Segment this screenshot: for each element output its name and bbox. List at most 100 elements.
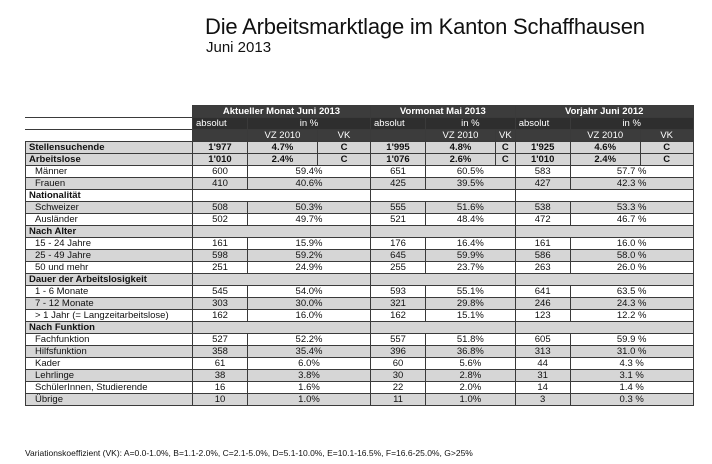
cell-value: 527	[192, 333, 248, 346]
period-previous-year: Vorjahr Juni 2012	[514, 105, 694, 118]
row-auslaender: Ausländer 502 49.7% 521 48.4% 472 46.7 %	[25, 213, 694, 226]
cell-value: C	[639, 141, 694, 154]
footnote-vk: Variationskoeffizient (VK): A=0.0-1.0%, …	[25, 448, 473, 458]
cell-value: 358	[192, 345, 248, 358]
cell-value: C	[495, 141, 516, 154]
cell-value: 2.6%	[425, 153, 496, 166]
cell-value: 30	[370, 369, 426, 382]
cell-value: C	[317, 153, 371, 166]
cell-value: 410	[192, 177, 248, 190]
cell-value: 22	[370, 381, 426, 394]
cell-value: 16.0 %	[569, 237, 694, 250]
row-label: Frauen	[25, 177, 193, 190]
cell-value: 46.7 %	[569, 213, 694, 226]
cell-value: 3.1 %	[569, 369, 694, 382]
cell-value: 1.0%	[247, 393, 371, 406]
unit-vk: VK	[317, 129, 371, 142]
unit-absolut: absolut	[192, 117, 248, 130]
cell-value: 60.5%	[425, 165, 516, 178]
cell-value: 51.8%	[425, 333, 516, 346]
cell-value: 425	[370, 177, 426, 190]
cell-value: 24.9%	[247, 261, 371, 274]
cell-value: 0.3 %	[569, 393, 694, 406]
cell-value: 508	[192, 201, 248, 214]
cell-value: 502	[192, 213, 248, 226]
header-blank	[25, 105, 193, 118]
cell-value: 59.9 %	[569, 333, 694, 346]
row-lehrlinge: Lehrlinge 38 3.8% 30 2.8% 31 3.1 %	[25, 369, 694, 382]
cell-value: 24.3 %	[569, 297, 694, 310]
row-frauen: Frauen 410 40.6% 425 39.5% 427 42.3 %	[25, 177, 694, 190]
row-label: 25 - 49 Jahre	[25, 249, 193, 262]
cell-value: 2.0%	[425, 381, 516, 394]
cell-value: 50.3%	[247, 201, 371, 214]
unit-pct: in %	[569, 117, 694, 130]
unit-pct: in %	[247, 117, 371, 130]
cell-value: 3.8%	[247, 369, 371, 382]
cell-value: 6.0%	[247, 357, 371, 370]
section-label: Nationalität	[25, 189, 193, 202]
row-label: SchülerInnen, Studierende	[25, 381, 193, 394]
cell-value: 10	[192, 393, 248, 406]
unit-pct: in %	[425, 117, 516, 130]
cell-value: 16.0%	[247, 309, 371, 322]
cell-value: 246	[514, 297, 571, 310]
row-dauer-1-6: 1 - 6 Monate 545 54.0% 593 55.1% 641 63.…	[25, 285, 694, 298]
row-label: Hilfsfunktion	[25, 345, 193, 358]
section-label: Dauer der Arbeitslosigkeit	[25, 273, 193, 286]
unit-vz: VZ 2010	[425, 129, 496, 142]
row-arbeitslose: Arbeitslose 1'010 2.4% C 1'076 2.6% C 1'…	[25, 153, 694, 166]
cell-value: 586	[514, 249, 571, 262]
row-maenner: Männer 600 59.4% 651 60.5% 583 57.7 %	[25, 165, 694, 178]
row-label: Fachfunktion	[25, 333, 193, 346]
cell-value: 60	[370, 357, 426, 370]
cell-value: 645	[370, 249, 426, 262]
row-hilfsfunktion: Hilfsfunktion 358 35.4% 396 36.8% 313 31…	[25, 345, 694, 358]
cell-value: 36.8%	[425, 345, 516, 358]
cell-value: 1.0%	[425, 393, 516, 406]
cell-value: C	[317, 141, 371, 154]
cell-value: 30.0%	[247, 297, 371, 310]
cell-value: 26.0 %	[569, 261, 694, 274]
row-label: Männer	[25, 165, 193, 178]
cell-value: 23.7%	[425, 261, 516, 274]
row-label: Übrige	[25, 393, 193, 406]
row-label: Arbeitslose	[25, 153, 193, 166]
row-dauer-langzeit: > 1 Jahr (= Langzeitarbeitslose) 162 16.…	[25, 309, 694, 322]
cell-value: 49.7%	[247, 213, 371, 226]
row-fachfunktion: Fachfunktion 527 52.2% 557 51.8% 605 59.…	[25, 333, 694, 346]
row-label: 50 und mehr	[25, 261, 193, 274]
row-alter-15-24: 15 - 24 Jahre 161 15.9% 176 16.4% 161 16…	[25, 237, 694, 250]
row-schueler: SchülerInnen, Studierende 16 1.6% 22 2.0…	[25, 381, 694, 394]
header-row-units: absolut in % absolut in % absolut in %	[25, 117, 694, 130]
header-empty	[192, 129, 248, 142]
cell-value: 1'977	[192, 141, 248, 154]
cell-value: 42.3 %	[569, 177, 694, 190]
section-label: Nach Alter	[25, 225, 193, 238]
row-dauer-7-12: 7 - 12 Monate 303 30.0% 321 29.8% 246 24…	[25, 297, 694, 310]
unit-vk: VK	[495, 129, 516, 142]
header-row-periods: Aktueller Monat Juni 2013 Vormonat Mai 2…	[25, 105, 694, 118]
row-stellensuchende: Stellensuchende 1'977 4.7% C 1'995 4.8% …	[25, 141, 694, 154]
cell-value: 44	[514, 357, 571, 370]
cell-value: 52.2%	[247, 333, 371, 346]
cell-value: 396	[370, 345, 426, 358]
cell-value: 555	[370, 201, 426, 214]
row-label: 7 - 12 Monate	[25, 297, 193, 310]
section-nationalitaet: Nationalität	[25, 189, 694, 202]
row-uebrige: Übrige 10 1.0% 11 1.0% 3 0.3 %	[25, 393, 694, 406]
section-nach-alter: Nach Alter	[25, 225, 694, 238]
period-current: Aktueller Monat Juni 2013	[192, 105, 371, 118]
cell-value: 53.3 %	[569, 201, 694, 214]
cell-value: 38	[192, 369, 248, 382]
cell-value: 59.4%	[247, 165, 371, 178]
cell-value: 5.6%	[425, 357, 516, 370]
row-label: Stellensuchende	[25, 141, 193, 154]
unit-vz: VZ 2010	[569, 129, 641, 142]
cell-value: 16	[192, 381, 248, 394]
cell-value: 1'925	[514, 141, 571, 154]
cell-value: 161	[514, 237, 571, 250]
cell-value: 641	[514, 285, 571, 298]
cell-value: 605	[514, 333, 571, 346]
row-alter-50: 50 und mehr 251 24.9% 255 23.7% 263 26.0…	[25, 261, 694, 274]
